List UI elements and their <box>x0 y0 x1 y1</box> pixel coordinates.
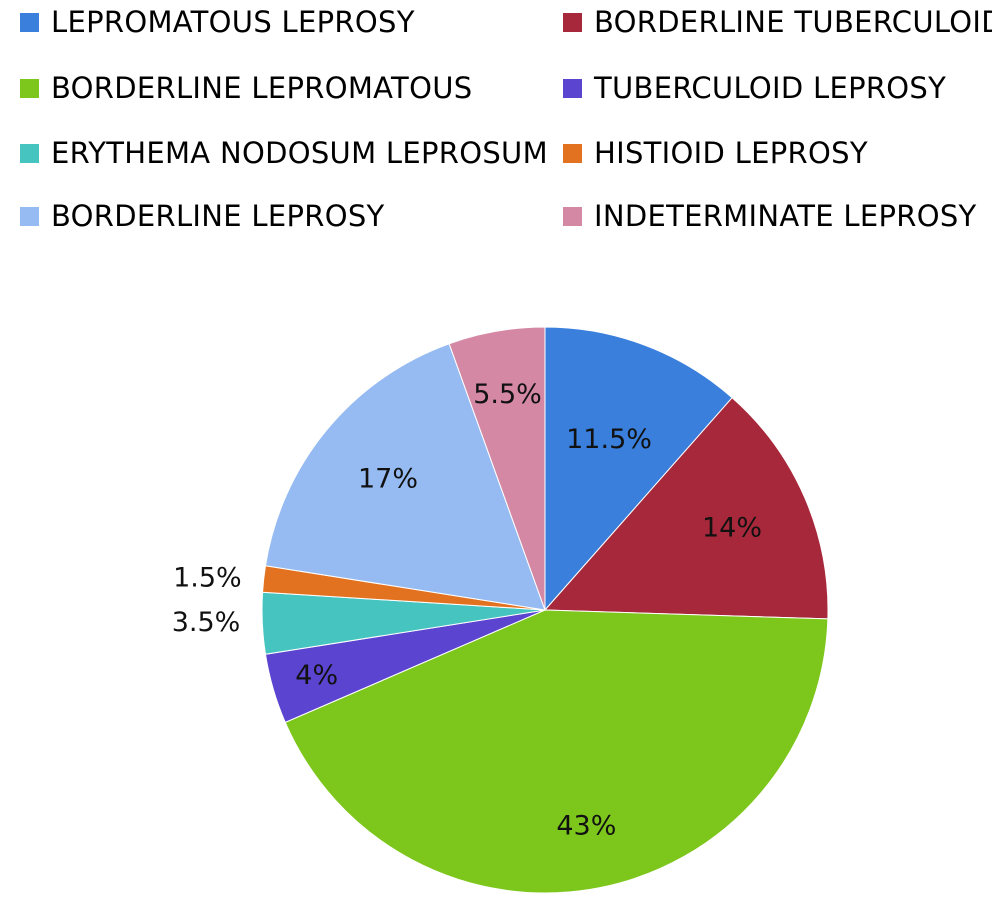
legend: LEPROMATOUS LEPROSY BORDERLINE TUBERCULOI… <box>0 0 992 250</box>
pie-slices <box>261 326 829 894</box>
legend-item: HISTIOID LEPROSY <box>563 133 868 173</box>
legend-swatch <box>20 12 39 32</box>
pie-labels: 11.5% 14% 43% 4% 3.5% 1.5% 17% 5.5% <box>172 379 762 841</box>
legend-swatch <box>563 12 582 32</box>
slice-data-label: 5.5% <box>473 379 542 410</box>
legend-item: BORDERLINE TUBERCULOID <box>563 2 992 42</box>
slice-data-label: 43% <box>556 810 616 841</box>
legend-item: INDETERMINATE LEPROSY <box>563 196 977 236</box>
slice-data-label: 11.5% <box>566 424 652 455</box>
legend-item: LEPROMATOUS LEPROSY <box>20 2 415 42</box>
pie-slice <box>284 609 829 894</box>
legend-item: TUBERCULOID LEPROSY <box>563 68 946 108</box>
slice-data-label: 1.5% <box>173 562 242 593</box>
legend-label: TUBERCULOID LEPROSY <box>594 71 947 105</box>
legend-swatch <box>20 143 39 163</box>
legend-swatch <box>563 143 582 163</box>
legend-item: ERYTHEMA NODOSUM LEPROSUM <box>20 133 548 173</box>
pie-slice <box>448 326 546 611</box>
legend-label: ERYTHEMA NODOSUM LEPROSUM <box>51 136 548 170</box>
slice-data-label: 14% <box>702 513 762 544</box>
legend-item: BORDERLINE LEPROSY <box>20 196 385 236</box>
legend-label: HISTIOID LEPROSY <box>594 136 868 170</box>
legend-swatch <box>20 206 39 226</box>
slice-data-label: 3.5% <box>172 607 241 638</box>
pie-slice <box>544 326 733 612</box>
legend-item: BORDERLINE LEPROMATOUS <box>20 68 472 108</box>
slice-data-label: 4% <box>295 660 338 691</box>
pie-slice <box>543 397 829 620</box>
pie-slice <box>264 343 546 611</box>
legend-label: BORDERLINE TUBERCULOID <box>594 5 992 39</box>
legend-label: INDETERMINATE LEPROSY <box>594 199 977 233</box>
slice-data-label: 17% <box>358 464 418 495</box>
legend-swatch <box>563 78 582 98</box>
legend-label: BORDERLINE LEPROSY <box>51 199 385 233</box>
legend-swatch <box>563 206 582 226</box>
legend-swatch <box>20 78 39 98</box>
legend-label: LEPROMATOUS LEPROSY <box>51 5 415 39</box>
legend-label: BORDERLINE LEPROMATOUS <box>51 71 473 105</box>
